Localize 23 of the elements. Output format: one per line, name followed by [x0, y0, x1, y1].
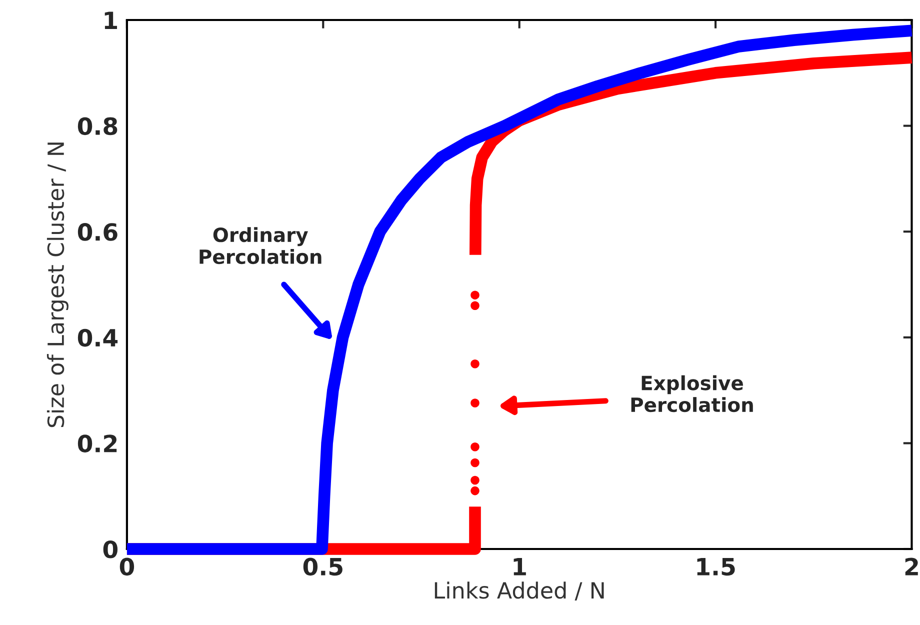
x-tick-label: 1.5	[697, 558, 735, 576]
point	[470, 359, 480, 368]
y-tick-label: 0.4	[78, 328, 118, 347]
y-tick-label: 0.8	[78, 117, 118, 136]
annotation: Explosive Percolation	[631, 375, 753, 412]
annotation: Ordinary Percolation	[200, 227, 322, 264]
y-axis-title: Size of Largest Cluster / N	[46, 142, 68, 428]
x-tick-label: 0.5	[303, 558, 342, 576]
x-axis-title: Links Added / N	[434, 582, 604, 601]
y-tick-label: 0	[103, 540, 118, 558]
point	[470, 398, 480, 408]
y-tick-label: 0.6	[78, 223, 118, 241]
point	[470, 442, 480, 452]
point	[470, 476, 480, 485]
point	[470, 290, 480, 300]
point	[470, 458, 480, 468]
point	[470, 486, 480, 496]
y-tick-label: 1	[104, 12, 118, 29]
point	[470, 301, 480, 310]
x-tick-label: 0	[120, 558, 134, 576]
x-tick-label: 2	[905, 558, 918, 576]
y-tick-label: 0.2	[78, 434, 117, 453]
x-tick-label: 1	[514, 558, 526, 576]
